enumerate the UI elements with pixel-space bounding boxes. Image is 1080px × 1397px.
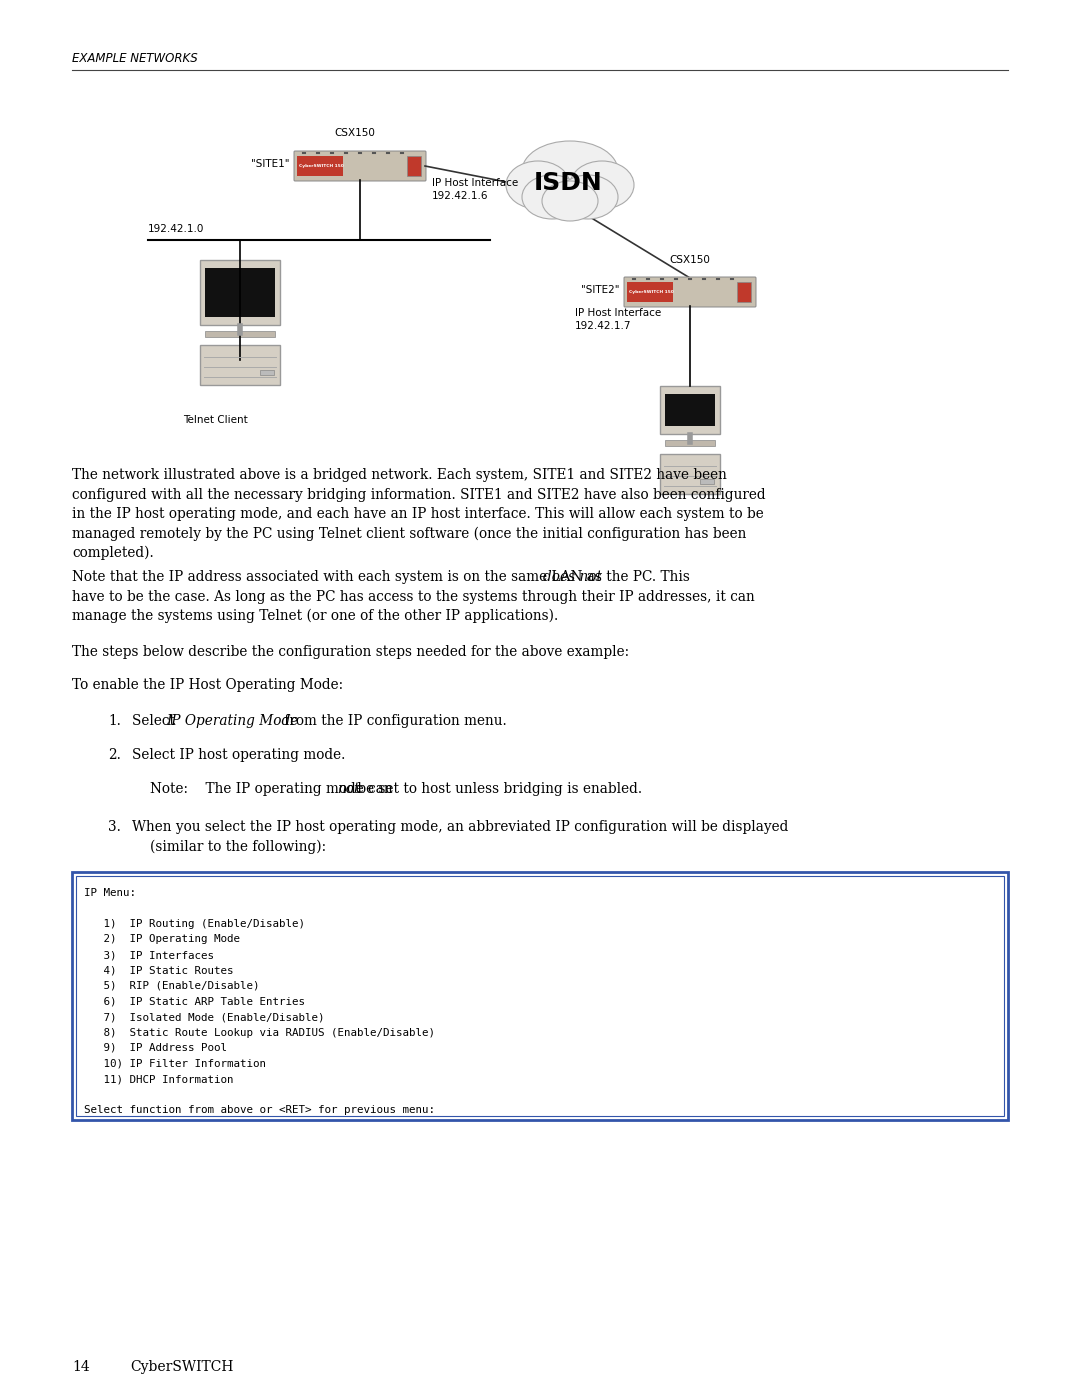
Ellipse shape <box>542 182 598 221</box>
FancyBboxPatch shape <box>660 454 720 495</box>
Text: 8)  Static Route Lookup via RADIUS (Enable/Disable): 8) Static Route Lookup via RADIUS (Enabl… <box>84 1028 435 1038</box>
Text: manage the systems using Telnet (or one of the other IP applications).: manage the systems using Telnet (or one … <box>72 609 558 623</box>
Text: be set to host unless bridging is enabled.: be set to host unless bridging is enable… <box>353 782 643 796</box>
Text: 7)  Isolated Mode (Enable/Disable): 7) Isolated Mode (Enable/Disable) <box>84 1011 324 1023</box>
Text: CSX150: CSX150 <box>670 256 711 265</box>
Text: configured with all the necessary bridging information. SITE1 and SITE2 have als: configured with all the necessary bridgi… <box>72 488 766 502</box>
Bar <box>205 268 275 317</box>
Ellipse shape <box>522 175 582 219</box>
Ellipse shape <box>522 141 618 201</box>
Text: The network illustrated above is a bridged network. Each system, SITE1 and SITE2: The network illustrated above is a bridg… <box>72 468 727 482</box>
Text: 1.: 1. <box>108 714 121 728</box>
Bar <box>297 156 342 176</box>
Text: completed).: completed). <box>72 546 153 560</box>
Text: Select: Select <box>132 714 179 728</box>
Bar <box>76 876 1004 1116</box>
Text: CyberSWITCH: CyberSWITCH <box>130 1361 233 1375</box>
Text: 4)  IP Static Routes: 4) IP Static Routes <box>84 965 233 975</box>
Text: When you select the IP host operating mode, an abbreviated IP configuration will: When you select the IP host operating mo… <box>132 820 788 834</box>
Text: 2)  IP Operating Mode: 2) IP Operating Mode <box>84 935 240 944</box>
Text: Note that the IP address associated with each system is on the same LAN as the P: Note that the IP address associated with… <box>72 570 694 584</box>
Ellipse shape <box>570 161 634 210</box>
Text: To enable the IP Host Operating Mode:: To enable the IP Host Operating Mode: <box>72 678 343 692</box>
Text: 6)  IP Static ARP Table Entries: 6) IP Static ARP Table Entries <box>84 996 305 1006</box>
Text: CyberSWITCH 150: CyberSWITCH 150 <box>299 165 343 169</box>
Text: IP Host Interface
192.42.1.7: IP Host Interface 192.42.1.7 <box>575 307 661 331</box>
Bar <box>665 440 715 446</box>
Text: 10) IP Filter Information: 10) IP Filter Information <box>84 1059 266 1069</box>
Ellipse shape <box>507 161 570 210</box>
FancyBboxPatch shape <box>660 386 720 434</box>
Bar <box>627 282 673 302</box>
Text: have to be the case. As long as the PC has access to the systems through their I: have to be the case. As long as the PC h… <box>72 590 755 604</box>
Text: Select function from above or <RET> for previous menu:: Select function from above or <RET> for … <box>84 1105 435 1115</box>
Bar <box>665 394 715 426</box>
Text: 9)  IP Address Pool: 9) IP Address Pool <box>84 1044 227 1053</box>
Bar <box>700 479 714 483</box>
FancyBboxPatch shape <box>200 260 280 326</box>
Text: Telnet Client: Telnet Client <box>183 415 247 425</box>
Text: 2.: 2. <box>108 747 121 761</box>
Text: in the IP host operating mode, and each have an IP host interface. This will all: in the IP host operating mode, and each … <box>72 507 764 521</box>
Text: 14: 14 <box>72 1361 90 1375</box>
Text: CyberSWITCH 150: CyberSWITCH 150 <box>629 291 674 295</box>
FancyBboxPatch shape <box>200 345 280 386</box>
Text: 11) DHCP Information: 11) DHCP Information <box>84 1074 233 1084</box>
Text: EXAMPLE NETWORKS: EXAMPLE NETWORKS <box>72 52 198 66</box>
Text: IP Operating Mode: IP Operating Mode <box>166 714 298 728</box>
FancyBboxPatch shape <box>624 277 756 307</box>
Ellipse shape <box>558 175 618 219</box>
Text: not: not <box>337 782 360 796</box>
Text: "SITE1": "SITE1" <box>252 159 291 169</box>
Text: ISDN: ISDN <box>534 170 603 196</box>
Bar <box>72 872 1008 1120</box>
Bar <box>205 331 275 337</box>
Text: 3.: 3. <box>108 820 121 834</box>
Bar <box>737 282 751 302</box>
FancyBboxPatch shape <box>294 151 426 182</box>
Text: from the IP configuration menu.: from the IP configuration menu. <box>280 714 507 728</box>
Text: The steps below describe the configuration steps needed for the above example:: The steps below describe the configurati… <box>72 645 630 659</box>
Text: managed remotely by the PC using Telnet client software (once the initial config: managed remotely by the PC using Telnet … <box>72 527 746 541</box>
Text: Note:    The IP operating mode can: Note: The IP operating mode can <box>150 782 397 796</box>
Text: "SITE2": "SITE2" <box>581 285 620 295</box>
Text: 3)  IP Interfaces: 3) IP Interfaces <box>84 950 214 960</box>
Text: CSX150: CSX150 <box>335 129 376 138</box>
Text: does not: does not <box>543 570 602 584</box>
Text: IP Host Interface
192.42.1.6: IP Host Interface 192.42.1.6 <box>432 177 518 201</box>
Text: 192.42.1.0: 192.42.1.0 <box>148 224 204 235</box>
Text: 5)  RIP (Enable/Disable): 5) RIP (Enable/Disable) <box>84 981 259 990</box>
Bar <box>260 370 274 374</box>
Text: Select IP host operating mode.: Select IP host operating mode. <box>132 747 346 761</box>
Bar <box>407 156 421 176</box>
Text: IP Menu:: IP Menu: <box>84 888 136 898</box>
Text: (similar to the following):: (similar to the following): <box>150 840 326 854</box>
Text: 1)  IP Routing (Enable/Disable): 1) IP Routing (Enable/Disable) <box>84 919 305 929</box>
